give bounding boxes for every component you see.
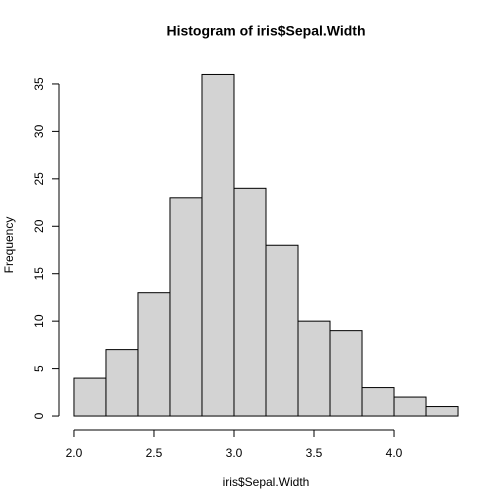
bar [105,349,139,417]
y-tick-label: 25 [32,172,46,186]
bar [425,406,459,417]
x-tick-label: 3.5 [306,446,323,460]
bar [329,330,363,417]
bar [361,387,395,417]
bar [297,320,331,417]
y-tick-label: 20 [32,219,46,233]
bar [73,377,107,417]
y-tick-label: 0 [32,412,46,419]
bar [137,292,171,417]
y-tick-label: 35 [32,77,46,91]
bar [201,73,235,417]
x-tick-label: 2.0 [66,446,83,460]
y-axis-label: Frequency [2,217,16,274]
bar [233,187,267,417]
y-tick-label: 15 [32,267,46,281]
x-tick-label: 2.5 [146,446,163,460]
x-axis-label: iris$Sepal.Width [223,475,310,489]
bar [265,244,299,417]
bar [169,197,203,417]
y-tick-label: 5 [32,365,46,372]
x-tick-label: 3.0 [226,446,243,460]
y-tick-label: 10 [32,314,46,328]
bar [393,396,427,417]
chart-title: Histogram of iris$Sepal.Width [166,23,365,39]
x-tick-label: 4.0 [386,446,403,460]
y-tick-label: 30 [32,124,46,138]
